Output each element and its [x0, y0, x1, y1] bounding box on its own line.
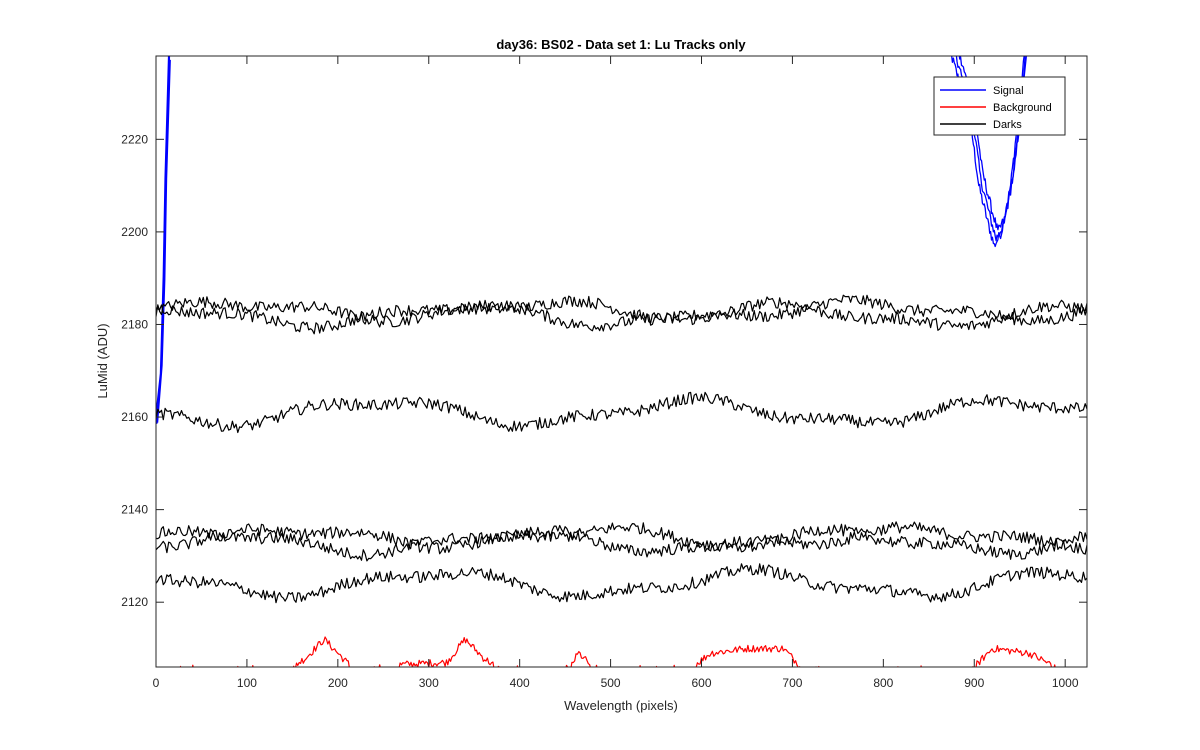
legend-label-darks: Darks: [993, 119, 1022, 131]
y-tick-label: 2200: [121, 225, 148, 239]
x-tick-label: 100: [237, 676, 257, 690]
series-layer: [156, 56, 1087, 667]
legend-box: [933, 76, 1066, 136]
series-darks-line: [156, 296, 1087, 335]
x-tick-label: 300: [419, 676, 439, 690]
series-darks-line: [156, 294, 1087, 328]
series-darks-line: [156, 521, 1087, 555]
legend-label-signal: Signal: [993, 85, 1024, 97]
x-tick-label: 800: [873, 676, 893, 690]
x-tick-label: 0: [153, 676, 160, 690]
plot-area: [156, 56, 1087, 667]
x-tick-label: 900: [964, 676, 984, 690]
x-tick-label: 700: [782, 676, 802, 690]
legend: Signal Background Darks: [933, 76, 1066, 136]
y-tick-label: 2220: [121, 132, 148, 146]
x-tick-label: 1000: [1052, 676, 1079, 690]
x-tick-label: 600: [691, 676, 711, 690]
ticks-layer: 0 100 200 300 400 500 600 700 800 900 1000 2120 2140…: [121, 56, 1087, 690]
y-tick-label: 2180: [121, 317, 148, 331]
x-tick-label: 400: [510, 676, 530, 690]
series-darks-line: [156, 391, 1087, 434]
y-tick-label: 2160: [121, 410, 148, 424]
x-axis-label: Wavelength (pixels): [564, 698, 678, 713]
series-signal-rise: [156, 59, 171, 423]
axes-box: [155, 55, 1088, 668]
y-axis-label: LuMid (ADU): [95, 323, 110, 398]
series-darks-line: [156, 523, 1087, 562]
y-tick-label: 2140: [121, 503, 148, 517]
series-darks-line: [156, 563, 1087, 604]
series-background-line: [179, 636, 1056, 667]
x-tick-label: 500: [601, 676, 621, 690]
chart-title: day36: BS02 - Data set 1: Lu Tracks only: [496, 37, 746, 52]
y-tick-label: 2120: [121, 595, 148, 609]
x-tick-label: 200: [328, 676, 348, 690]
legend-label-background: Background: [993, 102, 1052, 114]
